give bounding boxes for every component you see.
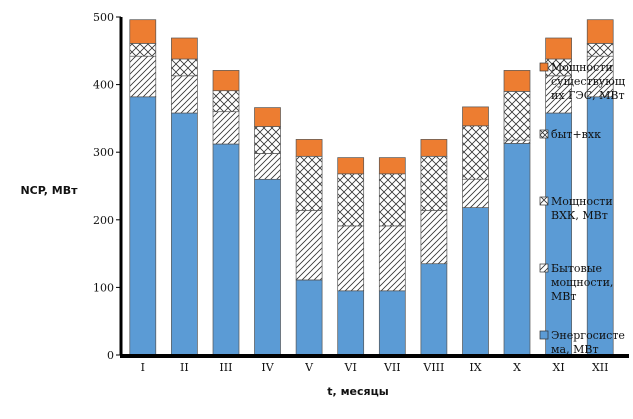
x-tick-label: VI (344, 361, 357, 374)
bar-X-series-3 (503, 91, 531, 141)
y-tick-label: 400 (93, 79, 114, 92)
bar-VII-series-5 (378, 157, 406, 175)
x-tick-label: II (180, 361, 189, 374)
bar-VI-series-3 (337, 173, 365, 227)
y-tick-label: 200 (93, 214, 114, 227)
legend-label: ма, МВт (551, 343, 599, 356)
bar-X-series-5 (503, 70, 531, 92)
bars-layer (129, 19, 614, 356)
bar-VII-series-2 (378, 225, 406, 292)
x-tick-label: I (141, 361, 145, 374)
bar-VI-series-1 (337, 290, 365, 356)
x-tick-label: XII (592, 361, 609, 374)
bar-IV-series-2 (254, 153, 281, 180)
x-tick-label: III (219, 361, 232, 374)
bar-I-series-2 (129, 55, 157, 98)
legend-swatch (539, 129, 549, 139)
bar-III-series-3 (212, 90, 240, 113)
legend-swatch (539, 196, 549, 206)
bar-I-series-5 (129, 19, 157, 44)
legend-label: Мощности (551, 61, 613, 74)
y-tick-label: 0 (107, 349, 114, 362)
legend-swatch (539, 263, 549, 273)
y-tick-label: 300 (93, 146, 114, 159)
bar-VIII-series-2 (420, 209, 448, 265)
bar-III-series-1 (212, 143, 240, 356)
x-axis-title: t, месяцы (327, 385, 388, 398)
legend-label: Бытовые (551, 262, 602, 275)
bar-V-series-5 (295, 139, 323, 157)
legend-label: МВт (551, 290, 576, 303)
bar-V-series-2 (295, 209, 323, 281)
bar-VIII-series-3 (420, 155, 448, 211)
bar-IV-series-1 (254, 178, 281, 356)
bar-VII-series-1 (378, 290, 406, 356)
x-tick-label: V (304, 361, 314, 374)
bar-X-series-2 (503, 139, 531, 144)
bar-IX-series-1 (462, 207, 489, 356)
x-tick-label: IX (469, 361, 481, 374)
bar-XII-series-5 (586, 19, 614, 44)
legend-label: ВХК, МВт (551, 209, 608, 222)
legend-item: быт+вхк (539, 128, 601, 141)
bar-III-series-5 (212, 70, 240, 92)
legend-label: Мощности (551, 195, 613, 208)
bar-I-series-1 (129, 96, 157, 356)
bar-IX-series-5 (462, 106, 489, 127)
bar-III-series-2 (212, 111, 240, 145)
x-tick-label: XI (553, 361, 565, 374)
x-tick-label: X (513, 361, 521, 374)
bar-VI-series-2 (337, 225, 365, 292)
legend-label: существующ (551, 75, 625, 88)
bar-II-series-1 (171, 112, 198, 356)
legend-label: мощности, (551, 276, 613, 289)
legend-swatch (539, 330, 549, 340)
bar-IV-series-5 (254, 107, 281, 127)
bar-XII-series-1 (586, 96, 614, 356)
legend-swatch (539, 62, 549, 72)
bar-II-series-5 (171, 37, 198, 60)
bar-XI-series-5 (545, 37, 572, 60)
y-tick-label: 500 (93, 11, 114, 24)
y-axis-title: NCP, МВт (20, 184, 78, 197)
legend-label: их ГЭС, МВт (551, 89, 625, 102)
bar-VIII-series-1 (420, 263, 448, 356)
x-tick-label: VIII (422, 361, 444, 374)
bar-XII-series-3 (586, 43, 614, 57)
bar-V-series-1 (295, 279, 323, 356)
bar-X-series-1 (503, 143, 531, 356)
bar-IX-series-2 (462, 178, 489, 208)
bar-VI-series-5 (337, 157, 365, 175)
x-tick-label: VII (383, 361, 401, 374)
bar-IX-series-3 (462, 125, 489, 180)
bar-VII-series-3 (378, 173, 406, 227)
bar-II-series-3 (171, 58, 198, 77)
bar-II-series-2 (171, 75, 198, 114)
bar-I-series-3 (129, 43, 157, 57)
bar-XI-series-1 (545, 112, 572, 356)
bar-V-series-3 (295, 155, 323, 211)
bar-IV-series-3 (254, 126, 281, 154)
y-tick-label: 100 (93, 281, 114, 294)
bar-XII-series-2 (586, 55, 614, 98)
x-tick-label: IV (261, 361, 274, 374)
legend-label: быт+вхк (551, 128, 601, 141)
legend-label: Энергосисте (551, 329, 625, 342)
bar-VIII-series-5 (420, 139, 448, 157)
